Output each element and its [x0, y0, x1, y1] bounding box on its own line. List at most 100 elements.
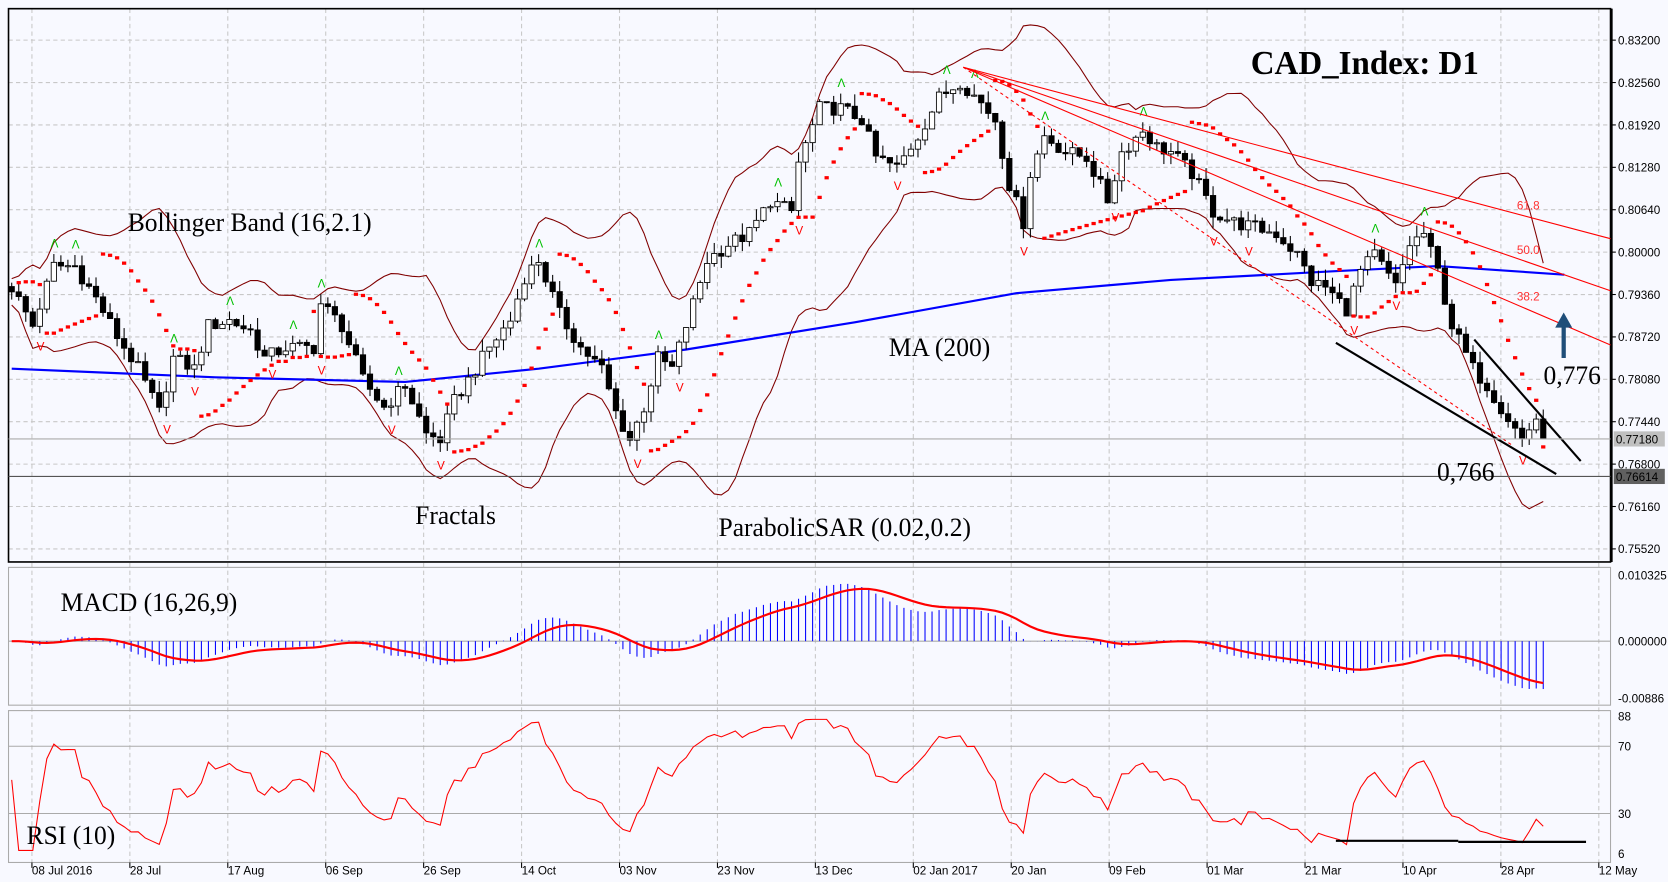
sar-dot: [1365, 315, 1370, 319]
candle: [935, 91, 943, 113]
candle: [36, 308, 43, 327]
date-tick-label: 20 Jan: [1011, 863, 1046, 877]
sar-dot: [157, 313, 162, 317]
candle: [409, 387, 416, 405]
candle: [598, 358, 605, 366]
sar-dot: [1372, 311, 1377, 315]
candle: [1533, 418, 1540, 431]
candle: [85, 283, 93, 287]
sar-dot: [901, 113, 907, 118]
candle: [465, 376, 472, 397]
fractal-down-icon: V: [163, 422, 171, 436]
candle: [1385, 260, 1392, 274]
fractals-label: Fractals: [415, 501, 496, 530]
sar-dot: [332, 355, 338, 359]
fractal-down-icon: V: [676, 381, 684, 395]
sar-dot: [213, 409, 218, 413]
candle: [486, 346, 493, 352]
sar-dot: [262, 368, 267, 372]
fractal-down-icon: V: [37, 339, 45, 353]
candle: [114, 318, 121, 340]
sar-dot: [381, 310, 387, 315]
candle: [149, 379, 156, 393]
candle: [1469, 351, 1477, 364]
sar-dot: [473, 444, 478, 448]
candle: [921, 128, 929, 141]
candle: [697, 282, 704, 300]
date-tick-label: 02 Jan 2017: [913, 863, 977, 877]
sar-dot: [1203, 123, 1209, 127]
candle: [50, 261, 57, 282]
candle: [851, 105, 858, 119]
candle: [1336, 292, 1343, 299]
sar-dot: [100, 252, 106, 256]
candle: [718, 253, 725, 257]
sar-dot: [1513, 356, 1518, 360]
sar-dot: [1358, 315, 1363, 319]
sar-dot: [1407, 291, 1412, 295]
current_price-label: 0.77180: [1616, 432, 1659, 446]
candle: [205, 319, 212, 353]
sar-dot: [1316, 243, 1321, 248]
candle: [1034, 153, 1041, 178]
sar-dot: [487, 435, 492, 439]
sar-dot: [353, 292, 359, 296]
sar-dot: [515, 399, 520, 403]
sar-dot: [297, 355, 302, 360]
candle: [15, 291, 22, 297]
fractal-down-icon: V: [191, 384, 199, 398]
sar-dot: [23, 280, 28, 284]
sar-dot: [44, 331, 49, 335]
candle: [1195, 178, 1203, 181]
price-tick-label: 0.79360: [1618, 288, 1661, 302]
candle: [198, 351, 205, 366]
candle: [823, 101, 830, 104]
sar-dot: [761, 258, 766, 262]
sar-dot: [234, 391, 239, 395]
sar-dot: [585, 270, 590, 274]
candle: [1483, 382, 1491, 392]
sar-dot: [768, 247, 773, 252]
sar-dot: [831, 160, 836, 164]
sar-dot: [1435, 220, 1440, 224]
sar-dot: [684, 429, 689, 434]
fractal-up-icon: Λ: [774, 175, 782, 189]
candle: [310, 345, 317, 355]
candle: [1048, 135, 1055, 144]
sar-dot: [1007, 83, 1012, 87]
sar-dot: [733, 316, 738, 320]
sar-dot: [424, 366, 429, 370]
candle: [584, 346, 591, 357]
candle: [795, 161, 802, 212]
sar-dot: [1077, 225, 1082, 230]
sar-dot: [171, 344, 176, 348]
candle: [1076, 147, 1083, 157]
sar-dot: [817, 195, 822, 200]
sar-dot: [691, 421, 696, 425]
sar-label: ParabolicSAR (0.02,0.2): [719, 513, 971, 542]
sar-dot: [1260, 176, 1265, 180]
sar-dot: [536, 346, 541, 350]
candle: [1301, 250, 1308, 267]
candle: [57, 261, 64, 267]
candle: [978, 94, 985, 104]
sar-dot: [1351, 314, 1356, 318]
fib-label-382: 38.2: [1517, 289, 1540, 303]
candle: [352, 344, 360, 356]
sar-dot: [550, 312, 555, 316]
candle: [1343, 298, 1350, 317]
sar-dot: [1428, 273, 1433, 277]
sar-dot: [1400, 291, 1405, 295]
candle: [577, 342, 584, 348]
candle: [219, 323, 226, 330]
sar-dot: [1119, 214, 1124, 218]
candle: [872, 130, 879, 157]
candle: [1490, 390, 1498, 403]
sar-dot: [318, 354, 323, 359]
candle: [1287, 243, 1294, 252]
macd-label: MACD (16,26,9): [61, 588, 238, 617]
sar-dot: [164, 328, 169, 333]
sar-dot: [58, 328, 64, 332]
candle: [950, 89, 957, 94]
